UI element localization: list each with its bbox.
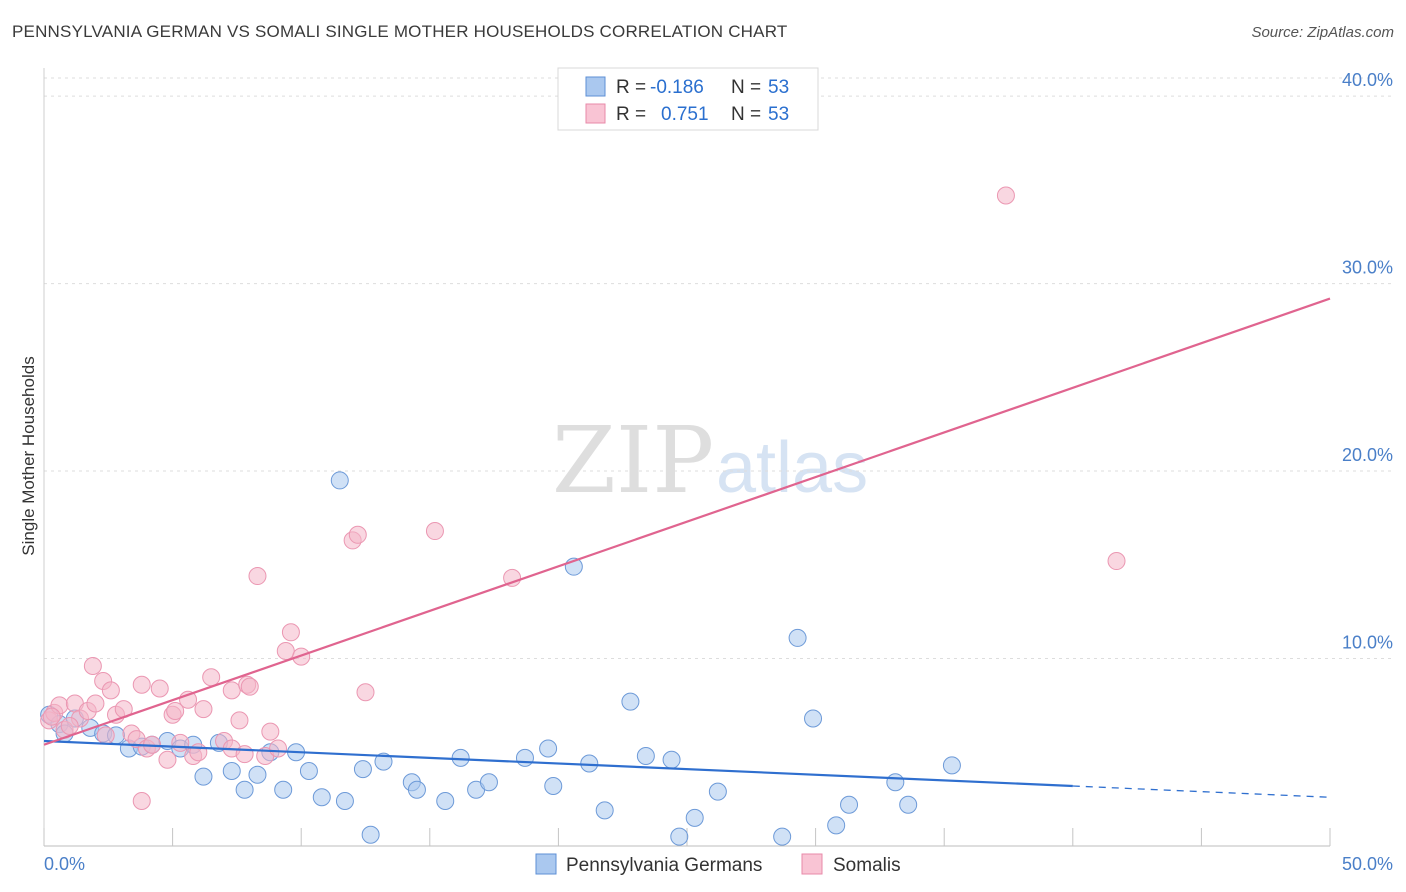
data-point [86, 694, 105, 713]
data-point [261, 722, 280, 741]
data-point [166, 702, 185, 721]
data-point [281, 623, 300, 642]
chart-title: PENNSYLVANIA GERMAN VS SOMALI SINGLE MOT… [12, 22, 788, 41]
data-point [670, 827, 689, 846]
data-point [436, 792, 455, 811]
data-point [83, 657, 102, 676]
series-legend-swatch-blue [535, 853, 557, 875]
data-point [595, 801, 614, 820]
data-point [276, 642, 295, 661]
data-point [202, 668, 221, 687]
data-point [235, 745, 254, 764]
data-point [374, 752, 393, 771]
x-tick-label: 50.0% [1342, 854, 1393, 874]
data-point [194, 700, 213, 719]
y-tick-label: 10.0% [1342, 633, 1393, 653]
legend-n-value-2: 53 [768, 104, 789, 125]
data-point [150, 679, 169, 698]
x-tick-label: 0.0% [44, 854, 85, 874]
data-point [230, 711, 249, 730]
series-legend-label-pink: Somalis [833, 855, 901, 876]
data-point [544, 777, 563, 796]
data-point [840, 795, 859, 814]
data-point [60, 717, 79, 736]
data-point [235, 780, 254, 799]
data-point [407, 780, 426, 799]
data-point [348, 525, 367, 544]
data-point [996, 186, 1015, 205]
data-point [353, 760, 372, 779]
data-point [158, 750, 177, 769]
data-point [194, 767, 213, 786]
data-point [662, 750, 681, 769]
data-point [425, 522, 444, 541]
data-point [773, 827, 792, 846]
data-point [539, 739, 558, 758]
data-point [189, 743, 208, 762]
y-axis-label: Single Mother Households [19, 356, 38, 555]
y-tick-label: 20.0% [1342, 445, 1393, 465]
source-label: Source: ZipAtlas.com [1251, 24, 1394, 41]
legend-n-label-2: N = [731, 104, 761, 125]
trend-line-extension [1072, 785, 1331, 798]
data-point [132, 792, 151, 811]
series-legend-label-blue: Pennsylvania Germans [566, 855, 762, 876]
data-point [1107, 552, 1126, 571]
data-point [479, 773, 498, 792]
data-point [96, 726, 115, 745]
stats-legend: R = -0.186 N = 53 R = 0.751 N = 53 [557, 67, 819, 131]
data-point [708, 782, 727, 801]
data-point [132, 675, 151, 694]
watermark-zip: ZIP [552, 407, 714, 514]
legend-r-value-1: -0.186 [650, 77, 704, 98]
data-point [248, 765, 267, 784]
trend-line [43, 297, 1331, 746]
legend-swatch-pink [585, 103, 606, 124]
y-tick-label: 30.0% [1342, 258, 1393, 278]
tick-labels: 10.0% 20.0% 30.0% 40.0% 0.0% 50.0% [44, 70, 1393, 874]
data-point [299, 762, 318, 781]
data-point [335, 792, 354, 811]
data-point [312, 788, 331, 807]
data-point [361, 825, 380, 844]
data-point [248, 567, 267, 586]
data-point [222, 681, 241, 700]
data-point [171, 733, 190, 752]
x-ticks [43, 828, 1331, 846]
data-point [42, 707, 61, 726]
data-point [685, 808, 704, 827]
legend-swatch-blue [585, 76, 606, 97]
data-point [804, 709, 823, 728]
data-point [269, 739, 288, 758]
data-point [274, 780, 293, 799]
data-point [515, 748, 534, 767]
watermark-atlas: atlas [716, 428, 868, 508]
legend-r-value-2: 0.751 [661, 104, 709, 125]
legend-r-label-2: R = [616, 104, 646, 125]
legend-r-label-1: R = [616, 77, 646, 98]
legend-n-label-1: N = [731, 77, 761, 98]
data-point [330, 471, 349, 490]
trend-line [43, 739, 1073, 788]
data-point [240, 677, 259, 696]
data-point [942, 756, 961, 775]
legend-n-value-1: 53 [768, 77, 789, 98]
data-point [356, 683, 375, 702]
data-point [101, 681, 120, 700]
data-point [899, 795, 918, 814]
data-point [827, 816, 846, 835]
data-point [788, 628, 807, 647]
y-tick-label: 40.0% [1342, 70, 1393, 90]
series-legend-swatch-pink [801, 853, 823, 875]
data-point [621, 692, 640, 711]
series-legend: Pennsylvania Germans Somalis [535, 853, 901, 876]
trendlines [43, 297, 1331, 798]
data-point [503, 568, 522, 587]
data-point [636, 747, 655, 766]
data-point [222, 762, 241, 781]
series-somalis [40, 186, 1126, 811]
gridlines [44, 77, 1392, 660]
data-point [886, 773, 905, 792]
